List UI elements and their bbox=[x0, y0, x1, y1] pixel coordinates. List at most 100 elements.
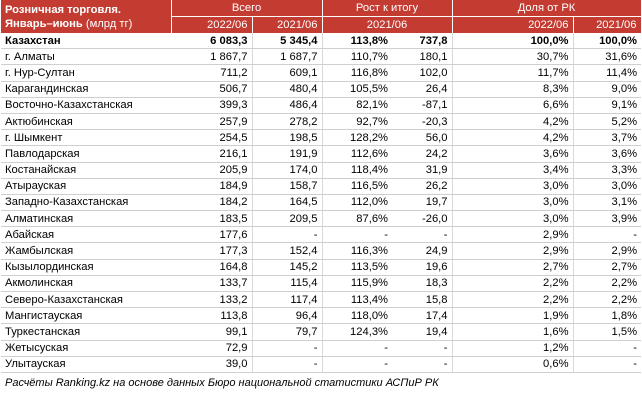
value-2021: 117,4 bbox=[252, 291, 323, 309]
region-name: Казахстан bbox=[1, 33, 171, 50]
share-2022: 2,9% bbox=[452, 242, 574, 260]
share-2021: 2,2% bbox=[573, 291, 642, 309]
share-2021: - bbox=[573, 340, 642, 357]
header-growth-period: 2021/06 bbox=[322, 16, 453, 33]
growth-percent: 116,3% bbox=[322, 242, 392, 260]
value-2021: 1 687,7 bbox=[252, 48, 323, 66]
region-name: Атырауская bbox=[1, 178, 171, 195]
value-2021: 191,9 bbox=[252, 145, 323, 163]
share-2022: 1,6% bbox=[452, 323, 574, 341]
value-2021: 5 345,4 bbox=[252, 33, 323, 50]
value-2022: 99,1 bbox=[171, 323, 253, 341]
growth-absolute: 19,4 bbox=[392, 323, 453, 341]
value-2022: 506,7 bbox=[171, 81, 253, 98]
value-2021: 145,2 bbox=[252, 259, 323, 276]
share-2021: 9,0% bbox=[573, 81, 642, 98]
value-2022: 205,9 bbox=[171, 162, 253, 179]
region-name: Кызылординская bbox=[1, 259, 171, 276]
table-body: Казахстан 6 083,3 5 345,4 113,8% 737,8 100,0%… bbox=[1, 33, 642, 373]
growth-absolute: 102,0 bbox=[392, 64, 453, 82]
value-2022: 184,2 bbox=[171, 194, 253, 212]
table-row: Костанайская 205,9 174,0 118,4% 31,9 3,4% 3,3% bbox=[1, 162, 642, 179]
share-2021: 1,8% bbox=[573, 307, 642, 325]
region-name: Акмолинская bbox=[1, 275, 171, 293]
region-name: Улытауская bbox=[1, 356, 171, 373]
region-name: Костанайская bbox=[1, 162, 171, 179]
table-row: Карагандинская 506,7 480,4 105,5% 26,4 8,3% 9,… bbox=[1, 81, 642, 98]
share-2022: 2,9% bbox=[452, 226, 574, 244]
share-2022: 1,9% bbox=[452, 307, 574, 325]
share-2021: 11,4% bbox=[573, 64, 642, 82]
growth-absolute: 56,0 bbox=[392, 129, 453, 147]
value-2022: 164,8 bbox=[171, 259, 253, 276]
growth-percent: 112,0% bbox=[322, 194, 392, 212]
growth-absolute: 24,2 bbox=[392, 145, 453, 163]
share-2022: 0,6% bbox=[452, 356, 574, 373]
share-2022: 2,2% bbox=[452, 291, 574, 309]
growth-percent: 112,6% bbox=[322, 145, 392, 163]
value-2021: 79,7 bbox=[252, 323, 323, 341]
header-share-2022: 2022/06 bbox=[452, 16, 574, 33]
value-2022: 39,0 bbox=[171, 356, 253, 373]
table-row: Кызылординская 164,8 145,2 113,5% 19,6 2,7% 2,… bbox=[1, 259, 642, 276]
share-2022: 100,0% bbox=[452, 33, 574, 50]
growth-absolute: -26,0 bbox=[392, 210, 453, 228]
region-name: Северо-Казахстанская bbox=[1, 291, 171, 309]
table-row: Улытауская 39,0- - -0,6% - bbox=[1, 356, 642, 373]
title-text: Розничная торговля. Январь–июнь bbox=[5, 4, 121, 30]
value-2022: 257,9 bbox=[171, 113, 253, 131]
region-name: Мангистауская bbox=[1, 307, 171, 325]
table-row: Жетысуская 72,9- - -1,2% - bbox=[1, 340, 642, 357]
growth-percent: 115,9% bbox=[322, 275, 392, 293]
share-2022: 6,6% bbox=[452, 97, 574, 114]
growth-absolute: - bbox=[392, 340, 453, 357]
table-panel: Розничная торговля. Январь–июнь (млрд тг… bbox=[1, 0, 642, 389]
table-row: Жамбылская 177,3 152,4 116,3% 24,9 2,9% 2,9% bbox=[1, 242, 642, 260]
value-2021: 198,5 bbox=[252, 129, 323, 147]
retail-table: Розничная торговля. Январь–июнь (млрд тг… bbox=[1, 0, 642, 373]
growth-absolute: 737,8 bbox=[392, 33, 453, 50]
share-2021: 5,2% bbox=[573, 113, 642, 131]
share-2022: 3,4% bbox=[452, 162, 574, 179]
table-row: Восточно-Казахстанская 399,3 486,4 82,1% -87… bbox=[1, 97, 642, 114]
share-2021: 3,0% bbox=[573, 178, 642, 195]
share-2021: 2,2% bbox=[573, 275, 642, 293]
share-2022: 3,0% bbox=[452, 194, 574, 212]
share-2021: 2,9% bbox=[573, 242, 642, 260]
growth-percent: 116,8% bbox=[322, 64, 392, 82]
share-2022: 4,2% bbox=[452, 113, 574, 131]
share-2022: 11,7% bbox=[452, 64, 574, 82]
share-2022: 4,2% bbox=[452, 129, 574, 147]
value-2021: 609,1 bbox=[252, 64, 323, 82]
growth-percent: 116,5% bbox=[322, 178, 392, 195]
table-row: Туркестанская 99,1 79,7 124,3% 19,4 1,6% 1,5% bbox=[1, 323, 642, 341]
growth-percent: - bbox=[322, 356, 392, 373]
table-row: Северо-Казахстанская 133,2 117,4 113,4% 15,8… bbox=[1, 291, 642, 309]
header-share: Доля от РК bbox=[452, 0, 642, 17]
region-name: Алматинская bbox=[1, 210, 171, 228]
region-name: Павлодарская bbox=[1, 145, 171, 163]
growth-percent: - bbox=[322, 226, 392, 244]
region-name: Абайская bbox=[1, 226, 171, 244]
value-2021: 115,4 bbox=[252, 275, 323, 293]
value-2022: 6 083,3 bbox=[171, 33, 253, 50]
share-2022: 3,0% bbox=[452, 210, 574, 228]
growth-absolute: 180,1 bbox=[392, 48, 453, 66]
value-2022: 254,5 bbox=[171, 129, 253, 147]
growth-percent: 113,4% bbox=[322, 291, 392, 309]
header-total: Всего bbox=[171, 0, 323, 17]
value-2022: 72,9 bbox=[171, 340, 253, 357]
region-name: г. Шымкент bbox=[1, 129, 171, 147]
share-2021: 3,3% bbox=[573, 162, 642, 179]
share-2022: 3,6% bbox=[452, 145, 574, 163]
growth-percent: 113,5% bbox=[322, 259, 392, 276]
share-2021: 100,0% bbox=[573, 33, 642, 50]
region-name: Актюбинская bbox=[1, 113, 171, 131]
value-2022: 399,3 bbox=[171, 97, 253, 114]
value-2021: 174,0 bbox=[252, 162, 323, 179]
share-2021: - bbox=[573, 356, 642, 373]
value-2022: 133,7 bbox=[171, 275, 253, 293]
growth-absolute: - bbox=[392, 356, 453, 373]
region-name: г. Алматы bbox=[1, 48, 171, 66]
title-unit: (млрд тг) bbox=[85, 18, 133, 30]
